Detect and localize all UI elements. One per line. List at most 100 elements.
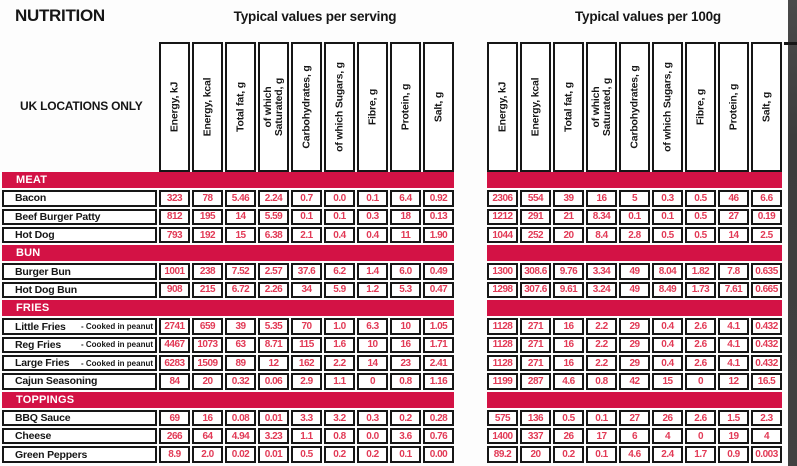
- value-cell: 69: [159, 409, 190, 427]
- item-name: Hot Dog Bun: [15, 283, 77, 296]
- cook-note: - Cooked in peanut oil: [81, 358, 157, 368]
- table-row: 2306 554 39 16 5 0.3 0.5 46 6.6: [487, 190, 782, 207]
- value-cell: 0.4: [652, 318, 683, 335]
- value-cell: 16.5: [751, 373, 782, 390]
- row-label: Little Fries - Cooked in peanut oil: [2, 318, 157, 335]
- value-cell: 2.6: [685, 409, 716, 427]
- uk-locations-label: UK LOCATIONS ONLY: [20, 99, 143, 113]
- item-name: Bacon: [15, 192, 47, 205]
- row-label: Large Fries - Cooked in peanut oil: [2, 354, 157, 372]
- value-cell: 0.01: [258, 446, 289, 463]
- value-cell: 575: [487, 409, 518, 427]
- item-name: Little Fries: [15, 320, 66, 333]
- value-cell: 6.2: [324, 263, 355, 280]
- value-cell: 1.0: [324, 318, 355, 335]
- value-cell: 8.49: [652, 281, 683, 299]
- value-cell: 812: [159, 208, 190, 225]
- value-cell: 63: [225, 336, 256, 353]
- value-cell: 271: [520, 318, 551, 335]
- value-cell: 2.6: [685, 318, 716, 335]
- value-cell: 266: [159, 428, 190, 445]
- value-cell: 14: [225, 208, 256, 225]
- value-cell: 1300: [487, 263, 518, 280]
- value-cell: 0.1: [619, 208, 650, 225]
- value-cell: 0.08: [225, 409, 256, 427]
- value-cell: 0.1: [324, 208, 355, 225]
- column-header-label: of which Sugars, g: [332, 62, 345, 152]
- value-cell: 1212: [487, 208, 518, 225]
- column-header: of which Saturated, g: [258, 42, 289, 172]
- value-cell: 10: [357, 336, 388, 353]
- value-cell: 1073: [192, 336, 223, 353]
- value-cell: 1.5: [718, 409, 749, 427]
- column-header-label: Total fat, g: [233, 82, 246, 132]
- value-cell: 16: [553, 318, 584, 335]
- value-cell: 308.6: [520, 263, 551, 280]
- value-cell: 0.1: [357, 190, 388, 207]
- value-cell: 7.52: [225, 263, 256, 280]
- value-cell: 0: [685, 373, 716, 390]
- value-cell: 1400: [487, 428, 518, 445]
- column-header-label: Protein, g: [726, 83, 739, 131]
- value-cell: 659: [192, 318, 223, 335]
- value-cell: 39: [225, 318, 256, 335]
- value-cell: 16: [553, 354, 584, 372]
- value-cell: 1001: [159, 263, 190, 280]
- value-cell: 27: [619, 409, 650, 427]
- value-cell: 0.5: [553, 409, 584, 427]
- value-cell: 4.1: [718, 336, 749, 353]
- value-cell: 0.5: [652, 226, 683, 244]
- value-cell: 307.6: [520, 281, 551, 299]
- section-bar-meat: MEAT: [2, 172, 454, 189]
- section-bar-bun: [487, 245, 782, 262]
- table-row: 1199 287 4.6 0.8 42 15 0 12 16.5: [487, 373, 782, 390]
- column-header-label: Energy, kJ: [167, 81, 180, 133]
- value-cell: 0.00: [423, 446, 454, 463]
- table-row: 1128 271 16 2.2 29 0.4 2.6 4.1 0.432: [487, 336, 782, 353]
- value-cell: 0.76: [423, 428, 454, 445]
- value-cell: 12: [258, 354, 289, 372]
- item-name: Hot Dog: [15, 229, 55, 242]
- item-name: Cheese: [15, 430, 52, 443]
- value-cell: 2.1: [291, 226, 322, 244]
- table-row: Hot Dog 793 192 15 6.38 2.1 0.4 0.4 11 1.90: [2, 226, 454, 244]
- value-cell: 8.04: [652, 263, 683, 280]
- table-row: Cajun Seasoning 84 20 0.32 0.06 2.9 1.1 0 0.8 1.1…: [2, 373, 454, 390]
- value-cell: 5.9: [324, 281, 355, 299]
- value-cell: 2.3: [751, 409, 782, 427]
- value-cell: 2.4: [652, 446, 683, 463]
- value-cell: 1.05: [423, 318, 454, 335]
- value-cell: 793: [159, 226, 190, 244]
- value-cell: 0.432: [751, 354, 782, 372]
- value-cell: 0.01: [258, 409, 289, 427]
- item-name: Beef Burger Patty: [15, 210, 101, 223]
- value-cell: 3.24: [586, 281, 617, 299]
- value-cell: 1044: [487, 226, 518, 244]
- value-cell: 46: [718, 190, 749, 207]
- value-cell: 20: [553, 226, 584, 244]
- value-cell: 6.72: [225, 281, 256, 299]
- value-cell: 8.9: [159, 446, 190, 463]
- value-cell: 5.59: [258, 208, 289, 225]
- table-row: Cheese 266 64 4.94 3.23 1.1 0.8 0.0 3.6 0.76: [2, 428, 454, 445]
- cutoff-table-edge: [784, 42, 797, 45]
- value-cell: 1.71: [423, 336, 454, 353]
- value-cell: 0.5: [685, 190, 716, 207]
- value-cell: 0.92: [423, 190, 454, 207]
- value-cell: 0.47: [423, 281, 454, 299]
- column-header: Carbohydrates, g: [291, 42, 322, 172]
- value-cell: 1199: [487, 373, 518, 390]
- value-cell: 4.1: [718, 354, 749, 372]
- value-cell: 10: [390, 318, 421, 335]
- value-cell: 0.0: [357, 428, 388, 445]
- value-cell: 4.6: [619, 446, 650, 463]
- value-cell: 6.6: [751, 190, 782, 207]
- value-cell: 0.19: [751, 208, 782, 225]
- value-cell: 0.5: [291, 446, 322, 463]
- value-cell: 0.3: [652, 190, 683, 207]
- value-cell: 1.90: [423, 226, 454, 244]
- column-header: of which Sugars, g: [652, 42, 683, 172]
- table-row: 1128 271 16 2.2 29 0.4 2.6 4.1 0.432: [487, 318, 782, 335]
- value-cell: 3.6: [390, 428, 421, 445]
- per100g-table-title: Typical values per 100g: [575, 9, 721, 24]
